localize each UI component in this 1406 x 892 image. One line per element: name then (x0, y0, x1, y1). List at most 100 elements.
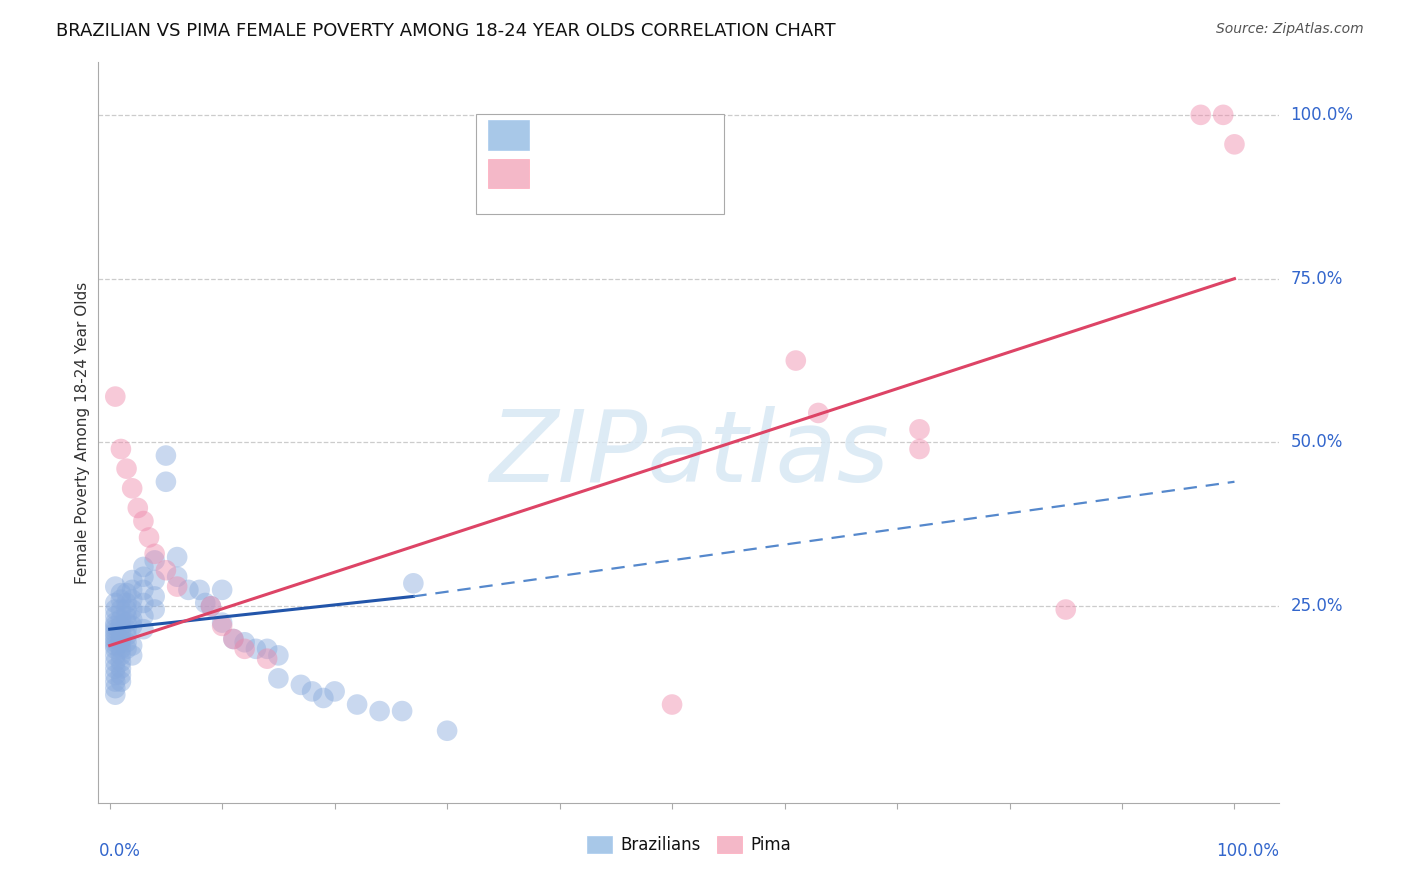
Point (104, 602, 127, 616)
Text: 100.0%: 100.0% (1216, 842, 1279, 860)
Point (110, 655, 132, 669)
Point (104, 655, 127, 669)
FancyBboxPatch shape (488, 120, 530, 150)
Point (908, 442, 931, 456)
Point (143, 590, 166, 604)
Point (104, 668, 127, 682)
Point (121, 592, 143, 607)
Point (104, 641, 127, 656)
Point (115, 461, 138, 475)
Point (402, 576, 425, 591)
Point (166, 550, 188, 565)
Point (323, 684, 346, 698)
Point (166, 580, 188, 594)
Point (143, 553, 166, 567)
Text: 50.0%: 50.0% (1291, 434, 1343, 451)
Point (138, 531, 160, 545)
Text: Source: ZipAtlas.com: Source: ZipAtlas.com (1216, 22, 1364, 37)
Point (177, 582, 200, 597)
Text: BRAZILIAN VS PIMA FEMALE POVERTY AMONG 18-24 YEAR OLDS CORRELATION CHART: BRAZILIAN VS PIMA FEMALE POVERTY AMONG 1… (56, 22, 835, 40)
Point (143, 547, 166, 561)
Point (110, 668, 132, 682)
Point (115, 641, 138, 656)
Point (245, 641, 267, 656)
Point (121, 573, 143, 587)
Point (132, 622, 155, 636)
Point (211, 615, 233, 630)
Point (104, 622, 127, 636)
Point (391, 704, 413, 718)
Point (104, 615, 127, 630)
Point (132, 514, 155, 528)
Point (104, 635, 127, 649)
Point (104, 629, 127, 643)
Point (346, 698, 368, 712)
Point (233, 635, 256, 649)
Point (166, 570, 188, 584)
Point (110, 661, 132, 675)
Point (104, 632, 127, 646)
Point (256, 641, 278, 656)
Point (1189, 108, 1212, 122)
Point (143, 573, 166, 587)
Point (200, 599, 222, 614)
Point (115, 622, 138, 636)
Point (211, 619, 233, 633)
Point (908, 422, 931, 436)
Point (188, 582, 211, 597)
Point (785, 353, 807, 368)
Point (104, 625, 127, 640)
Point (115, 615, 138, 630)
Point (115, 609, 138, 624)
Point (436, 723, 458, 738)
Point (222, 632, 245, 646)
Point (104, 390, 127, 404)
Point (121, 639, 143, 653)
Point (110, 625, 132, 640)
Point (661, 698, 683, 712)
Text: N = 23: N = 23 (648, 164, 710, 183)
Point (132, 570, 155, 584)
Legend: Brazilians, Pima: Brazilians, Pima (581, 830, 797, 861)
Text: ZIPatlas: ZIPatlas (489, 407, 889, 503)
Point (200, 599, 222, 614)
Point (1223, 137, 1246, 152)
Point (132, 560, 155, 574)
FancyBboxPatch shape (477, 114, 724, 214)
Point (104, 596, 127, 610)
Point (807, 406, 830, 420)
Point (194, 596, 217, 610)
Point (121, 648, 143, 663)
Point (115, 602, 138, 616)
Point (211, 582, 233, 597)
Point (110, 619, 132, 633)
Point (155, 449, 177, 463)
Point (222, 632, 245, 646)
Point (132, 596, 155, 610)
Point (267, 671, 290, 685)
Text: 75.0%: 75.0% (1291, 269, 1343, 287)
Point (104, 688, 127, 702)
Point (1212, 108, 1234, 122)
Point (121, 582, 143, 597)
Point (110, 641, 132, 656)
Point (132, 582, 155, 597)
Point (110, 635, 132, 649)
Text: R = 0.093: R = 0.093 (537, 126, 628, 144)
Point (121, 612, 143, 626)
Point (155, 563, 177, 577)
Point (110, 648, 132, 663)
Point (368, 704, 391, 718)
Point (267, 648, 290, 663)
Point (110, 632, 132, 646)
Point (155, 475, 177, 489)
Point (301, 684, 323, 698)
Text: N = 83: N = 83 (648, 126, 710, 144)
Text: R = 0.634: R = 0.634 (537, 164, 628, 183)
Point (115, 629, 138, 643)
Point (1054, 602, 1077, 616)
Point (110, 586, 132, 600)
Point (104, 609, 127, 624)
Point (256, 651, 278, 665)
Point (110, 442, 132, 456)
